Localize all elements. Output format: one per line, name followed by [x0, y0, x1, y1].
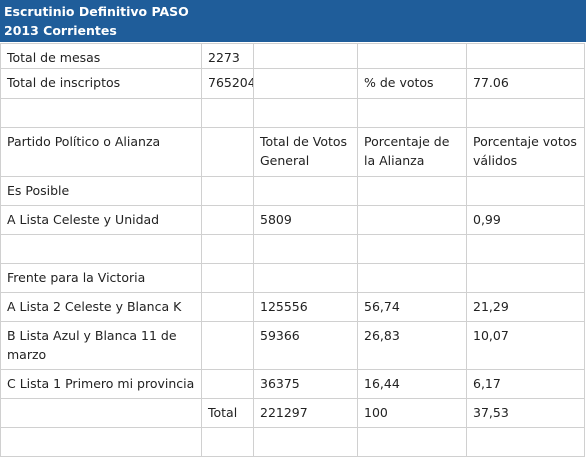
list-alianza — [357, 205, 467, 235]
total-label: Total — [201, 398, 254, 428]
list-name: A Lista 2 Celeste y Blanca K — [0, 292, 202, 322]
group-name: Frente para la Victoria — [0, 263, 202, 293]
col-total-votos: Total de Votos General — [253, 127, 358, 177]
table-row: A Lista Celeste y Unidad 5809 0,99 — [0, 205, 585, 235]
inscriptos-label: Total de inscriptos — [0, 68, 202, 99]
mesas-label: Total de mesas — [0, 43, 202, 69]
table-row: Total de mesas 2273 — [0, 43, 585, 69]
table-row — [0, 427, 585, 457]
group-name: Es Posible — [0, 176, 202, 206]
group-row: Frente para la Victoria — [0, 263, 585, 293]
list-validos: 10,07 — [466, 321, 585, 370]
list-name: B Lista Azul y Blanca 11 de marzo — [0, 321, 202, 370]
list-name: A Lista Celeste y Unidad — [0, 205, 202, 235]
votos-value: 77.06 — [466, 68, 585, 99]
table-header: Escrutinio Definitivo PASO 2013 Corrient… — [0, 0, 586, 42]
total-votos: 221297 — [253, 398, 358, 428]
mesas-value: 2273 — [201, 43, 254, 69]
header-title: Escrutinio Definitivo PASO — [4, 4, 189, 19]
table-row — [0, 234, 585, 264]
column-header-row: Partido Político o Alianza Total de Voto… — [0, 127, 585, 177]
list-alianza: 26,83 — [357, 321, 467, 370]
inscriptos-value: 765204 — [201, 68, 254, 99]
total-alianza: 100 — [357, 398, 467, 428]
total-row: Total 221297 100 37,53 — [0, 398, 585, 428]
table-row: C Lista 1 Primero mi provincia 36375 16,… — [0, 369, 585, 399]
table-row — [0, 98, 585, 128]
results-table: Total de mesas 2273 Total de inscriptos … — [0, 43, 585, 457]
list-name: C Lista 1 Primero mi provincia — [0, 369, 202, 399]
list-votos: 59366 — [253, 321, 358, 370]
col-porc-alianza: Porcentaje de la Alianza — [357, 127, 467, 177]
list-votos: 5809 — [253, 205, 358, 235]
list-votos: 125556 — [253, 292, 358, 322]
votos-label: % de votos — [357, 68, 467, 99]
list-alianza: 16,44 — [357, 369, 467, 399]
list-validos: 21,29 — [466, 292, 585, 322]
list-votos: 36375 — [253, 369, 358, 399]
table-row: B Lista Azul y Blanca 11 de marzo 59366 … — [0, 321, 585, 370]
col-porc-validos: Porcentaje votos válidos — [466, 127, 585, 177]
group-row: Es Posible — [0, 176, 585, 206]
table-row: A Lista 2 Celeste y Blanca K 125556 56,7… — [0, 292, 585, 322]
header-subtitle: 2013 Corrientes — [4, 23, 117, 38]
list-validos: 6,17 — [466, 369, 585, 399]
total-validos: 37,53 — [466, 398, 585, 428]
col-partido: Partido Político o Alianza — [0, 127, 202, 177]
list-validos: 0,99 — [466, 205, 585, 235]
table-row: Total de inscriptos 765204 % de votos 77… — [0, 68, 585, 99]
list-alianza: 56,74 — [357, 292, 467, 322]
